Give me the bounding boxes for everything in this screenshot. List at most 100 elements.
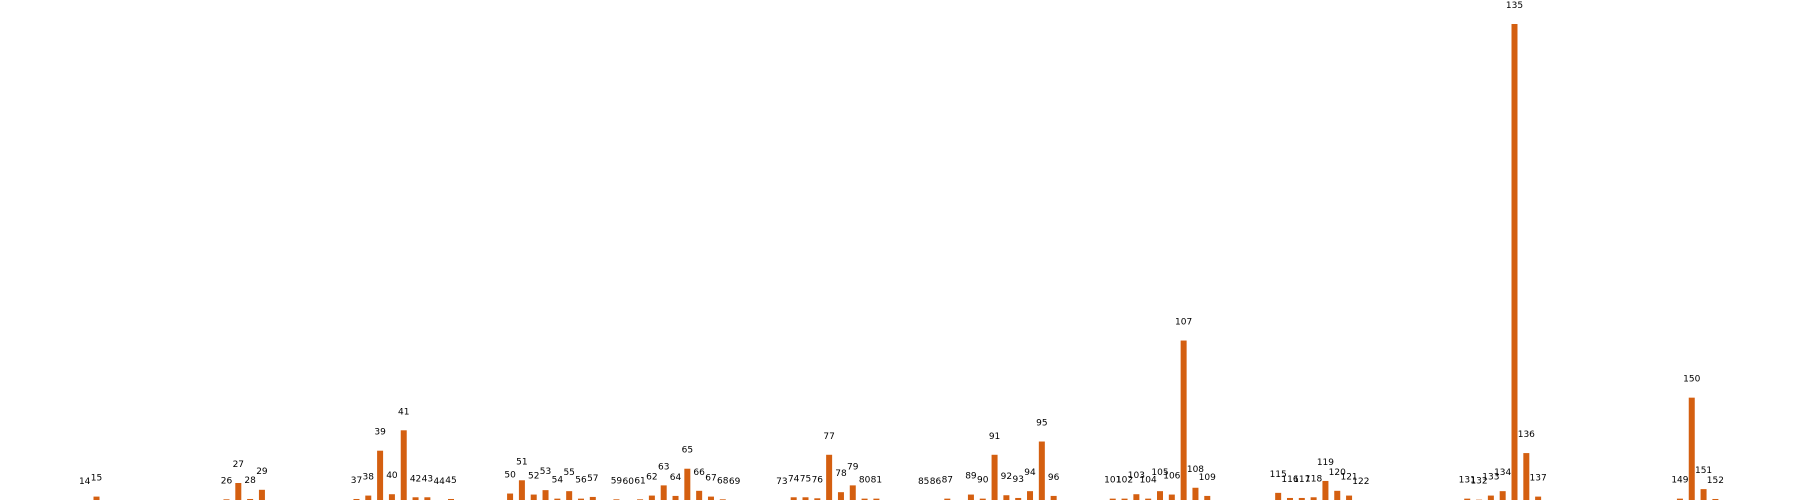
bar-133 (1487, 495, 1494, 500)
bar-label-38: 38 (363, 473, 375, 483)
bar-label-96: 96 (1048, 473, 1060, 483)
bar-102 (1121, 498, 1128, 500)
bar-label-42: 42 (410, 474, 421, 484)
bar-label-150: 150 (1683, 375, 1700, 385)
bar-label-76: 76 (812, 475, 824, 485)
bar-label-81: 81 (871, 476, 882, 486)
bar-45 (448, 498, 454, 500)
bar-120 (1334, 490, 1341, 500)
bar-label-55: 55 (563, 468, 574, 478)
bar-150 (1688, 397, 1695, 500)
bar-66 (696, 490, 703, 500)
bar-label-68: 68 (717, 476, 729, 486)
bar-label-26: 26 (221, 476, 233, 486)
bar-119 (1322, 480, 1329, 500)
bar-105 (1157, 491, 1163, 500)
bar-39 (377, 450, 384, 500)
bar-label-101: 101 (1104, 476, 1121, 486)
bar-104 (1145, 498, 1152, 500)
bar-131 (1464, 498, 1471, 500)
bar-151 (1700, 489, 1707, 500)
bar-80 (861, 498, 868, 500)
bar-label-39: 39 (374, 428, 386, 438)
bar-label-89: 89 (965, 472, 977, 482)
bar-label-109: 109 (1199, 473, 1216, 483)
bar-63 (660, 485, 667, 500)
bar-64 (672, 495, 679, 500)
bar-62 (648, 495, 655, 500)
bar-67 (707, 496, 714, 500)
bar-label-51: 51 (516, 457, 527, 467)
bar-label-86: 86 (930, 477, 942, 487)
bar-label-85: 85 (918, 477, 929, 487)
bar-27 (235, 483, 242, 500)
bar-label-117: 117 (1293, 475, 1310, 485)
bar-label-59: 59 (611, 476, 623, 486)
bar-label-43: 43 (422, 474, 433, 484)
bar-label-57: 57 (587, 474, 598, 484)
bar-54 (554, 498, 561, 500)
bar-label-131: 131 (1459, 476, 1476, 486)
bar-label-62: 62 (646, 473, 657, 483)
bar-109 (1204, 495, 1211, 500)
bar-90 (979, 498, 986, 500)
bar-label-94: 94 (1024, 468, 1036, 478)
bar-40 (388, 494, 395, 500)
bars-group (93, 24, 1719, 500)
bar-75 (802, 497, 809, 500)
bar-label-45: 45 (445, 476, 456, 486)
bar-107 (1180, 340, 1187, 500)
bar-label-87: 87 (942, 476, 953, 486)
bar-149 (1676, 498, 1683, 500)
bar-121 (1346, 495, 1353, 500)
bar-label-52: 52 (528, 472, 539, 482)
bar-134 (1499, 491, 1506, 500)
bar-108 (1192, 487, 1199, 500)
bar-37 (353, 498, 360, 500)
bar-label-105: 105 (1151, 468, 1168, 478)
bar-96 (1050, 495, 1057, 500)
bar-label-93: 93 (1012, 475, 1023, 485)
bar-label-102: 102 (1116, 476, 1133, 486)
bar-label-60: 60 (623, 477, 635, 487)
bar-label-54: 54 (552, 476, 564, 486)
bar-label-67: 67 (705, 474, 716, 484)
bar-label-15: 15 (91, 474, 102, 484)
bar-label-53: 53 (540, 467, 551, 477)
bar-52 (530, 494, 537, 500)
bar-label-104: 104 (1140, 476, 1157, 486)
bar-50 (507, 493, 514, 500)
bar-label-122: 122 (1352, 477, 1369, 487)
bar-label-29: 29 (256, 467, 268, 477)
bar-label-91: 91 (989, 432, 1000, 442)
bar-label-108: 108 (1187, 465, 1204, 475)
bar-label-137: 137 (1530, 474, 1547, 484)
bar-53 (542, 490, 549, 500)
bar-74 (790, 497, 797, 500)
bar-label-56: 56 (575, 476, 587, 486)
bar-label-151: 151 (1695, 466, 1712, 476)
bar-label-134: 134 (1494, 468, 1511, 478)
bar-29 (258, 489, 265, 500)
bar-92 (1003, 495, 1010, 500)
bar-label-40: 40 (386, 471, 398, 481)
bar-89 (967, 494, 974, 500)
bar-label-90: 90 (977, 476, 989, 486)
bar-label-149: 149 (1671, 476, 1688, 486)
bar-101 (1109, 498, 1116, 500)
bar-77 (826, 454, 833, 500)
bar-115 (1275, 492, 1282, 500)
bar-76 (814, 498, 821, 500)
bar-label-135: 135 (1506, 1, 1523, 11)
bar-43 (424, 497, 431, 500)
bar-136 (1523, 453, 1530, 500)
bar-label-92: 92 (1001, 472, 1012, 482)
bar-28 (247, 498, 254, 500)
bar-57 (589, 496, 596, 500)
bar-label-115: 115 (1270, 470, 1287, 480)
bar-label-65: 65 (682, 446, 693, 456)
bar-label-103: 103 (1128, 471, 1145, 481)
bar-label-133: 133 (1482, 473, 1499, 483)
bar-label-121: 121 (1340, 473, 1357, 483)
